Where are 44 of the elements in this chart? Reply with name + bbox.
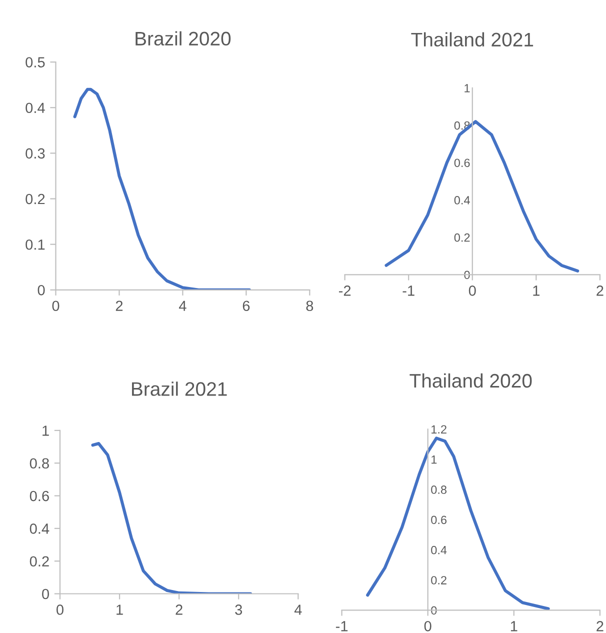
y-tick-label: 0.6: [431, 516, 447, 524]
chart-title: Thailand 2021: [411, 32, 534, 47]
y-tick-label: 1: [464, 84, 470, 92]
y-tick-label: 0.1: [26, 239, 45, 250]
x-tick-label: 1: [510, 621, 518, 632]
x-tick-label: 0: [52, 300, 60, 312]
x-tick-label: -2: [338, 286, 351, 296]
x-tick-label: 1: [533, 286, 540, 296]
x-tick-label: 2: [596, 286, 604, 296]
x-tick-label: 2: [596, 621, 604, 632]
x-tick-label: 4: [294, 604, 302, 615]
y-tick-label: 0.5: [26, 57, 45, 68]
y-tick-label: 0.6: [30, 490, 49, 502]
y-tick-label: 0: [42, 588, 50, 600]
y-tick-label: 0.4: [26, 102, 45, 114]
y-tick-label: 0.2: [431, 576, 446, 584]
chart-title: Brazil 2021: [132, 382, 227, 396]
y-tick-label: 1: [42, 426, 49, 436]
x-tick-label: 4: [178, 300, 186, 311]
y-tick-label: 0.2: [30, 556, 49, 567]
x-tick-label: 2: [176, 604, 182, 615]
chart-title: Brazil 2020: [136, 31, 231, 46]
chart-title: Thailand 2020: [410, 373, 532, 388]
x-tick-label: 6: [242, 300, 250, 312]
y-tick-label: 1: [432, 456, 437, 464]
y-tick-label: 0.2: [454, 233, 470, 242]
y-tick-label: 0.8: [431, 486, 447, 494]
y-tick-label: 0.4: [431, 546, 447, 554]
x-tick-label: -1: [402, 286, 414, 296]
y-tick-label: 1.2: [432, 425, 446, 434]
x-tick-label: 1: [116, 604, 123, 615]
y-tick-label: 0.4: [454, 196, 470, 204]
y-tick-label: 0.2: [26, 194, 45, 204]
x-tick-label: 2: [116, 300, 123, 311]
x-tick-label: -1: [336, 621, 348, 632]
y-tick-label: 0.6: [454, 158, 470, 168]
line-series: [91, 442, 252, 594]
x-tick-label: 3: [235, 604, 242, 615]
line-series: [73, 88, 251, 290]
y-tick-label: 0.4: [30, 524, 50, 534]
x-tick-label: 8: [306, 300, 314, 312]
y-tick-label: 0.3: [26, 148, 45, 159]
y-tick-label: 0.8: [30, 458, 49, 469]
x-tick-label: 0: [56, 604, 64, 615]
